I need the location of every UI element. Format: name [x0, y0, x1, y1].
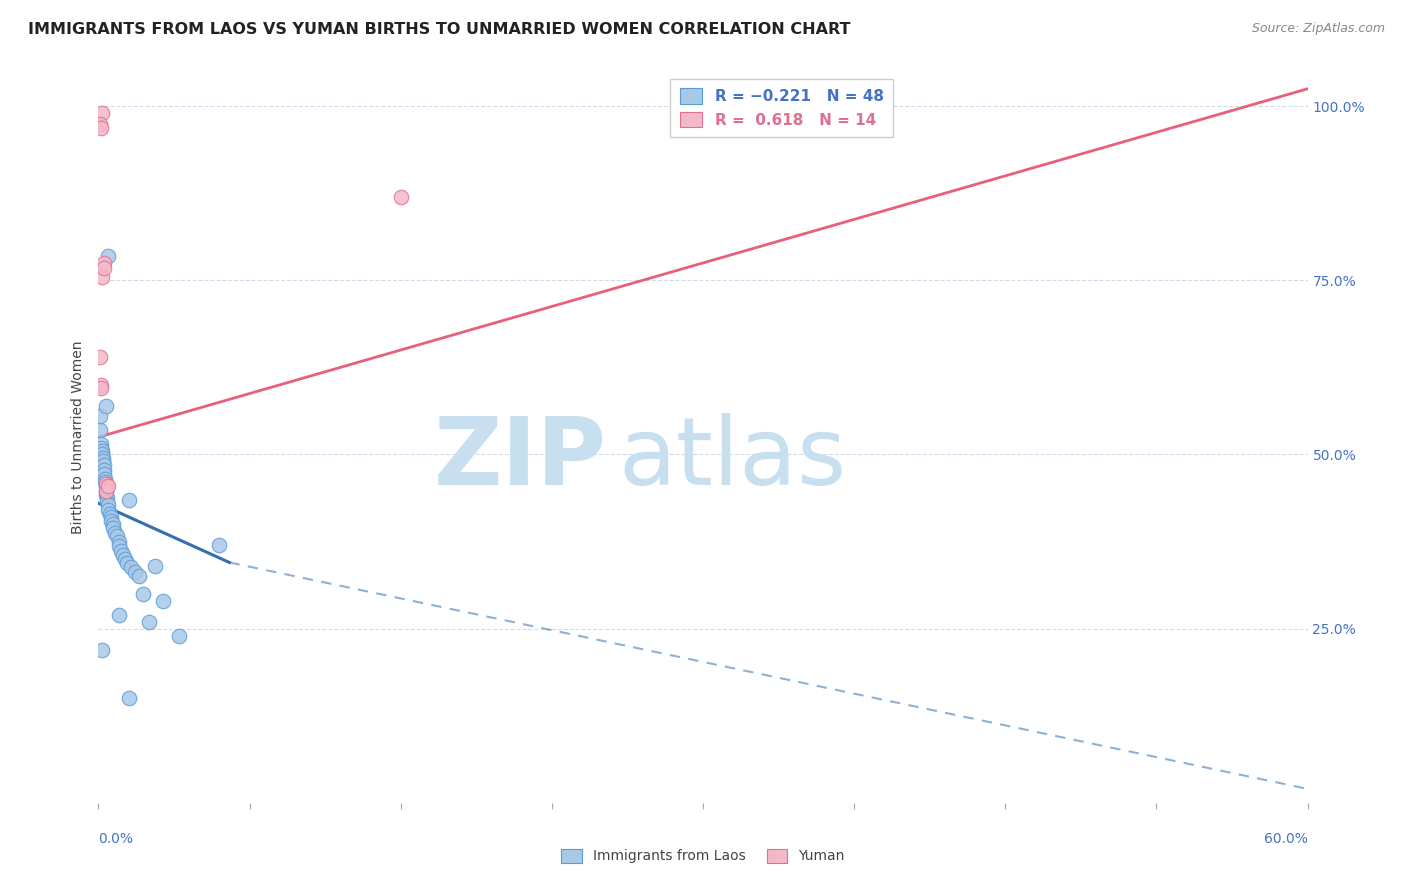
Point — [389, 190, 412, 204]
Point — [94, 475, 117, 490]
Point — [91, 642, 114, 657]
Text: atlas: atlas — [619, 413, 846, 505]
Point — [101, 521, 124, 535]
Point — [96, 483, 118, 498]
Point — [96, 491, 118, 505]
Point — [89, 409, 111, 424]
Point — [91, 448, 114, 462]
Point — [90, 377, 112, 392]
Point — [96, 488, 118, 502]
Point — [167, 629, 190, 643]
Point — [93, 458, 115, 472]
Point — [89, 350, 111, 364]
Point — [101, 517, 124, 532]
Point — [132, 587, 155, 601]
Point — [91, 106, 114, 120]
Point — [100, 514, 122, 528]
Point — [93, 256, 115, 270]
Point — [96, 495, 118, 509]
Point — [90, 441, 112, 455]
Point — [105, 529, 128, 543]
Point — [96, 476, 118, 491]
Point — [143, 558, 166, 573]
Point — [89, 423, 111, 437]
Legend: Immigrants from Laos, Yuman: Immigrants from Laos, Yuman — [555, 843, 851, 869]
Point — [98, 507, 121, 521]
Point — [128, 568, 150, 582]
Point — [772, 106, 794, 120]
Point — [90, 121, 112, 136]
Text: Source: ZipAtlas.com: Source: ZipAtlas.com — [1251, 22, 1385, 36]
Point — [111, 548, 134, 562]
Point — [124, 565, 146, 579]
Point — [93, 260, 115, 275]
Point — [90, 381, 112, 395]
Point — [97, 503, 120, 517]
Text: 0.0%: 0.0% — [98, 832, 134, 846]
Text: IMMIGRANTS FROM LAOS VS YUMAN BIRTHS TO UNMARRIED WOMEN CORRELATION CHART: IMMIGRANTS FROM LAOS VS YUMAN BIRTHS TO … — [28, 22, 851, 37]
Point — [118, 492, 141, 507]
Text: 60.0%: 60.0% — [1264, 832, 1308, 846]
Point — [93, 463, 115, 477]
Point — [118, 691, 141, 706]
Point — [107, 534, 129, 549]
Point — [93, 467, 115, 481]
Point — [97, 249, 120, 263]
Point — [96, 479, 118, 493]
Point — [96, 399, 118, 413]
Point — [91, 444, 114, 458]
Point — [89, 117, 111, 131]
Point — [96, 483, 118, 498]
Point — [120, 560, 142, 574]
Point — [100, 510, 122, 524]
Point — [97, 498, 120, 512]
Point — [152, 594, 174, 608]
Point — [110, 543, 132, 558]
Point — [94, 472, 117, 486]
Point — [107, 540, 129, 554]
Point — [138, 615, 160, 629]
Point — [107, 607, 129, 622]
Point — [97, 479, 120, 493]
Point — [103, 525, 125, 540]
Text: ZIP: ZIP — [433, 413, 606, 505]
Point — [208, 538, 231, 552]
Point — [93, 454, 115, 468]
Point — [114, 552, 136, 566]
Y-axis label: Births to Unmarried Women: Births to Unmarried Women — [72, 341, 86, 533]
Point — [90, 437, 112, 451]
Point — [91, 450, 114, 465]
Point — [115, 556, 138, 570]
Point — [91, 269, 114, 284]
